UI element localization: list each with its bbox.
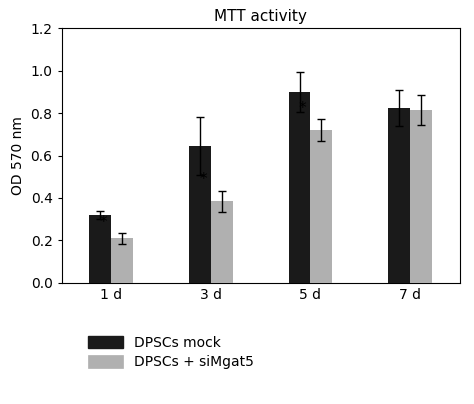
Bar <box>410 110 432 283</box>
Text: *: * <box>299 101 307 116</box>
Title: MTT activity: MTT activity <box>214 9 307 24</box>
Bar <box>211 201 233 283</box>
Y-axis label: OD 570 nm: OD 570 nm <box>11 116 25 195</box>
Bar <box>289 92 310 283</box>
Text: *: * <box>100 215 108 230</box>
Bar <box>310 130 332 283</box>
Bar <box>388 108 410 283</box>
Bar <box>189 146 211 283</box>
Text: *: * <box>200 173 207 187</box>
Bar <box>90 215 111 283</box>
Legend: DPSCs mock, DPSCs + siMgat5: DPSCs mock, DPSCs + siMgat5 <box>89 336 254 369</box>
Bar <box>111 238 133 283</box>
